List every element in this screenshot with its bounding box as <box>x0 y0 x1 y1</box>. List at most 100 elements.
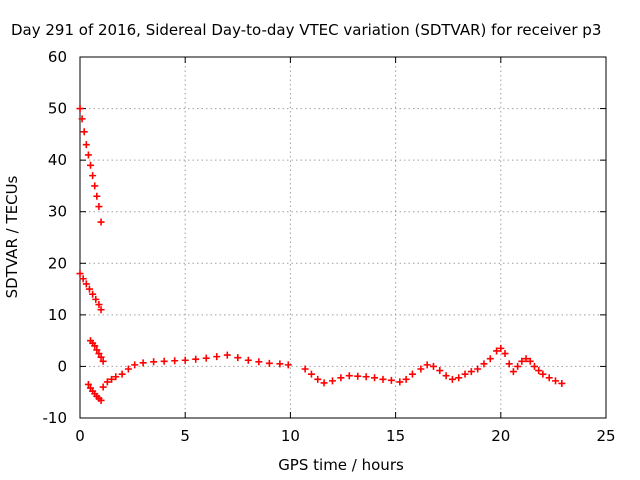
series-1 <box>76 105 105 226</box>
data-point <box>307 370 315 378</box>
data-point <box>92 295 100 303</box>
data-point <box>95 350 103 358</box>
data-point <box>97 353 105 361</box>
data-point <box>87 161 95 169</box>
data-point <box>497 344 505 352</box>
data-point <box>82 280 90 288</box>
data-point <box>518 357 526 365</box>
x-tick-label: 5 <box>180 427 190 445</box>
data-point <box>284 361 292 369</box>
data-point <box>301 365 309 373</box>
data-point <box>95 301 103 309</box>
data-point <box>539 370 547 378</box>
data-point <box>93 192 101 200</box>
data-point <box>455 374 463 382</box>
data-point <box>103 378 111 386</box>
data-point <box>85 285 93 293</box>
data-point <box>91 182 99 190</box>
data-point <box>558 379 566 387</box>
data-point <box>545 374 553 382</box>
x-tick-label: 20 <box>491 427 510 445</box>
x-tick-label: 15 <box>386 427 405 445</box>
series-5 <box>99 351 292 391</box>
data-point <box>255 358 263 366</box>
data-point <box>160 357 168 365</box>
data-point <box>509 368 517 376</box>
data-point <box>91 342 99 350</box>
data-point <box>505 360 513 368</box>
data-point <box>276 360 284 368</box>
x-axis-label: GPS time / hours <box>278 456 404 474</box>
series-6 <box>301 344 566 387</box>
data-point <box>530 362 538 370</box>
y-tick-label: 20 <box>48 254 67 272</box>
series-4 <box>84 380 105 404</box>
data-point <box>89 172 97 180</box>
data-point <box>97 396 105 404</box>
data-point <box>79 275 87 283</box>
data-point <box>480 360 488 368</box>
data-point <box>139 359 147 367</box>
data-point <box>112 373 120 381</box>
data-point <box>76 105 84 113</box>
data-point <box>417 365 425 373</box>
data-point <box>535 367 543 375</box>
y-tick-label: 50 <box>48 100 67 118</box>
data-point <box>131 361 139 369</box>
data-point <box>442 372 450 380</box>
data-point <box>552 377 560 385</box>
data-point <box>93 346 101 354</box>
data-point <box>371 374 379 382</box>
data-point <box>84 380 92 388</box>
data-point <box>244 356 252 364</box>
data-point <box>448 375 456 383</box>
series-2 <box>76 270 105 314</box>
data-point <box>265 359 273 367</box>
data-point <box>423 361 431 369</box>
data-point <box>436 367 444 375</box>
data-point <box>379 375 387 383</box>
data-point <box>362 373 370 381</box>
data-point <box>429 362 437 370</box>
data-point <box>387 376 395 384</box>
y-tick-label: -10 <box>43 409 68 427</box>
data-point <box>181 356 189 364</box>
data-point <box>396 378 404 386</box>
data-point <box>202 354 210 362</box>
data-point <box>467 368 475 376</box>
data-point <box>89 290 97 298</box>
data-point <box>97 306 105 314</box>
data-point <box>95 203 103 211</box>
data-point <box>84 151 92 159</box>
y-tick-label: 10 <box>48 306 67 324</box>
data-point <box>314 375 322 383</box>
data-point <box>402 375 410 383</box>
data-point <box>118 370 126 378</box>
data-point <box>78 115 86 123</box>
series-3 <box>87 337 107 365</box>
data-point <box>192 355 200 363</box>
data-point <box>501 350 509 358</box>
data-point <box>486 355 494 363</box>
data-point <box>522 355 530 363</box>
data-point <box>150 358 158 366</box>
data-point <box>474 365 482 373</box>
data-point <box>82 141 90 149</box>
y-tick-label: 40 <box>48 151 67 169</box>
data-point <box>461 370 469 378</box>
data-point <box>124 365 132 373</box>
data-point <box>345 372 353 380</box>
data-points <box>76 105 566 404</box>
data-point <box>320 379 328 387</box>
data-point <box>408 370 416 378</box>
data-point <box>99 357 107 365</box>
data-point <box>526 357 534 365</box>
x-tick-label: 25 <box>596 427 615 445</box>
data-point <box>171 357 179 365</box>
data-point <box>354 372 362 380</box>
x-tick-label: 10 <box>281 427 300 445</box>
data-point <box>223 351 231 359</box>
data-point <box>76 270 84 278</box>
data-point <box>99 383 107 391</box>
